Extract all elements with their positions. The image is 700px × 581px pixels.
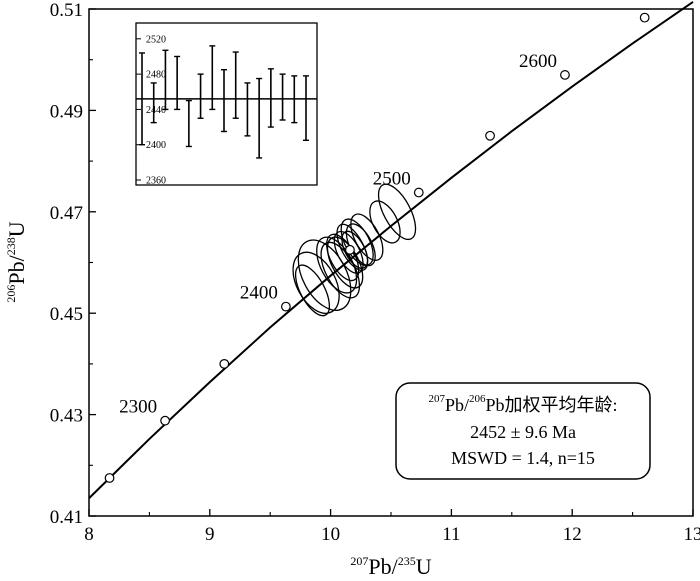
age-annotation-box: 207Pb/206Pb加权平均年龄: 2452 ± 9.6 Ma MSWD = … (395, 382, 651, 480)
age-marker (219, 359, 230, 369)
label-part-2: 238 (4, 237, 18, 255)
label-part-2: 235 (398, 554, 416, 568)
age-marker (560, 70, 570, 80)
age-marker (281, 301, 291, 312)
error-ellipse (326, 236, 364, 289)
label-part-0: 206 (4, 285, 18, 303)
age-marker-layer: 2300 2400 2500 2600 (104, 12, 650, 483)
x-ticks: 8 9 10 11 12 13 (84, 509, 700, 545)
age-marker (413, 187, 424, 198)
error-ellipse (320, 241, 361, 299)
age-marker-label: 2300 (119, 397, 157, 418)
y-tick-label: 0.47 (50, 203, 83, 224)
age-marker (160, 415, 171, 426)
inset-tick-label: 2360 (146, 176, 166, 187)
error-ellipse (316, 236, 358, 294)
x-tick-label: 10 (321, 524, 340, 545)
age-marker-label: 2400 (240, 283, 278, 304)
label-part-1: Pb/ (445, 395, 469, 415)
label-part-0: 207 (428, 393, 445, 405)
y-tick-label: 0.45 (50, 304, 83, 325)
inset-tick-label: 2480 (146, 70, 166, 81)
x-tick-label: 12 (563, 524, 582, 545)
error-ellipse-layer (292, 183, 417, 317)
inset-y-ticks: 2360 2400 2440 2480 2520 (136, 34, 166, 187)
inset-error-bars (139, 45, 309, 159)
x-tick-label: 11 (442, 524, 460, 545)
y-tick-label: 0.41 (50, 507, 83, 528)
inset-tick-label: 2440 (146, 105, 166, 116)
error-ellipse (350, 213, 384, 261)
annotation-age: 2452 ± 9.6 Ma (470, 422, 576, 442)
age-marker (345, 244, 355, 255)
x-tick-label: 8 (84, 524, 94, 545)
x-tick-label: 13 (684, 524, 700, 545)
inset-tick-label: 2520 (146, 34, 166, 45)
age-marker (104, 473, 115, 483)
error-ellipse (341, 230, 369, 269)
age-marker (485, 130, 495, 141)
y-tick-label: 0.51 (50, 0, 83, 21)
y-ticks: 0.41 0.43 0.45 0.47 0.49 0.51 (50, 0, 96, 528)
label-part-1: Pb/ (368, 554, 398, 579)
label-part-0: 207 (350, 554, 368, 568)
error-ellipse (294, 264, 331, 317)
inset-tick-label: 2400 (146, 140, 166, 151)
age-marker (639, 12, 650, 23)
age-marker-label: 2500 (373, 169, 411, 190)
label-part-2: 206 (469, 393, 486, 405)
y-tick-label: 0.49 (50, 101, 83, 122)
label-part-3: U (416, 554, 432, 579)
annotation-mswd: MSWD = 1.4, n=15 (451, 448, 595, 468)
label-part-1: Pb/ (4, 254, 29, 284)
y-tick-label: 0.43 (50, 406, 83, 427)
error-ellipse (369, 200, 401, 244)
inset-error-bar-plot: 2360 2400 2440 2480 2520 (135, 22, 318, 187)
x-tick-label: 9 (205, 524, 215, 545)
label-part-3: Pb加权平均年龄: (486, 395, 618, 415)
annotation-title: 207Pb/206Pb加权平均年龄: (428, 393, 617, 415)
annotation-frame (395, 382, 651, 480)
x-axis-title: 207Pb/235U (350, 554, 431, 579)
label-part-3: U (4, 221, 29, 237)
error-ellipse (292, 251, 340, 314)
error-ellipse (377, 183, 417, 241)
age-marker-label: 2600 (519, 51, 557, 72)
y-axis-title: 206Pb/238U (4, 221, 29, 302)
